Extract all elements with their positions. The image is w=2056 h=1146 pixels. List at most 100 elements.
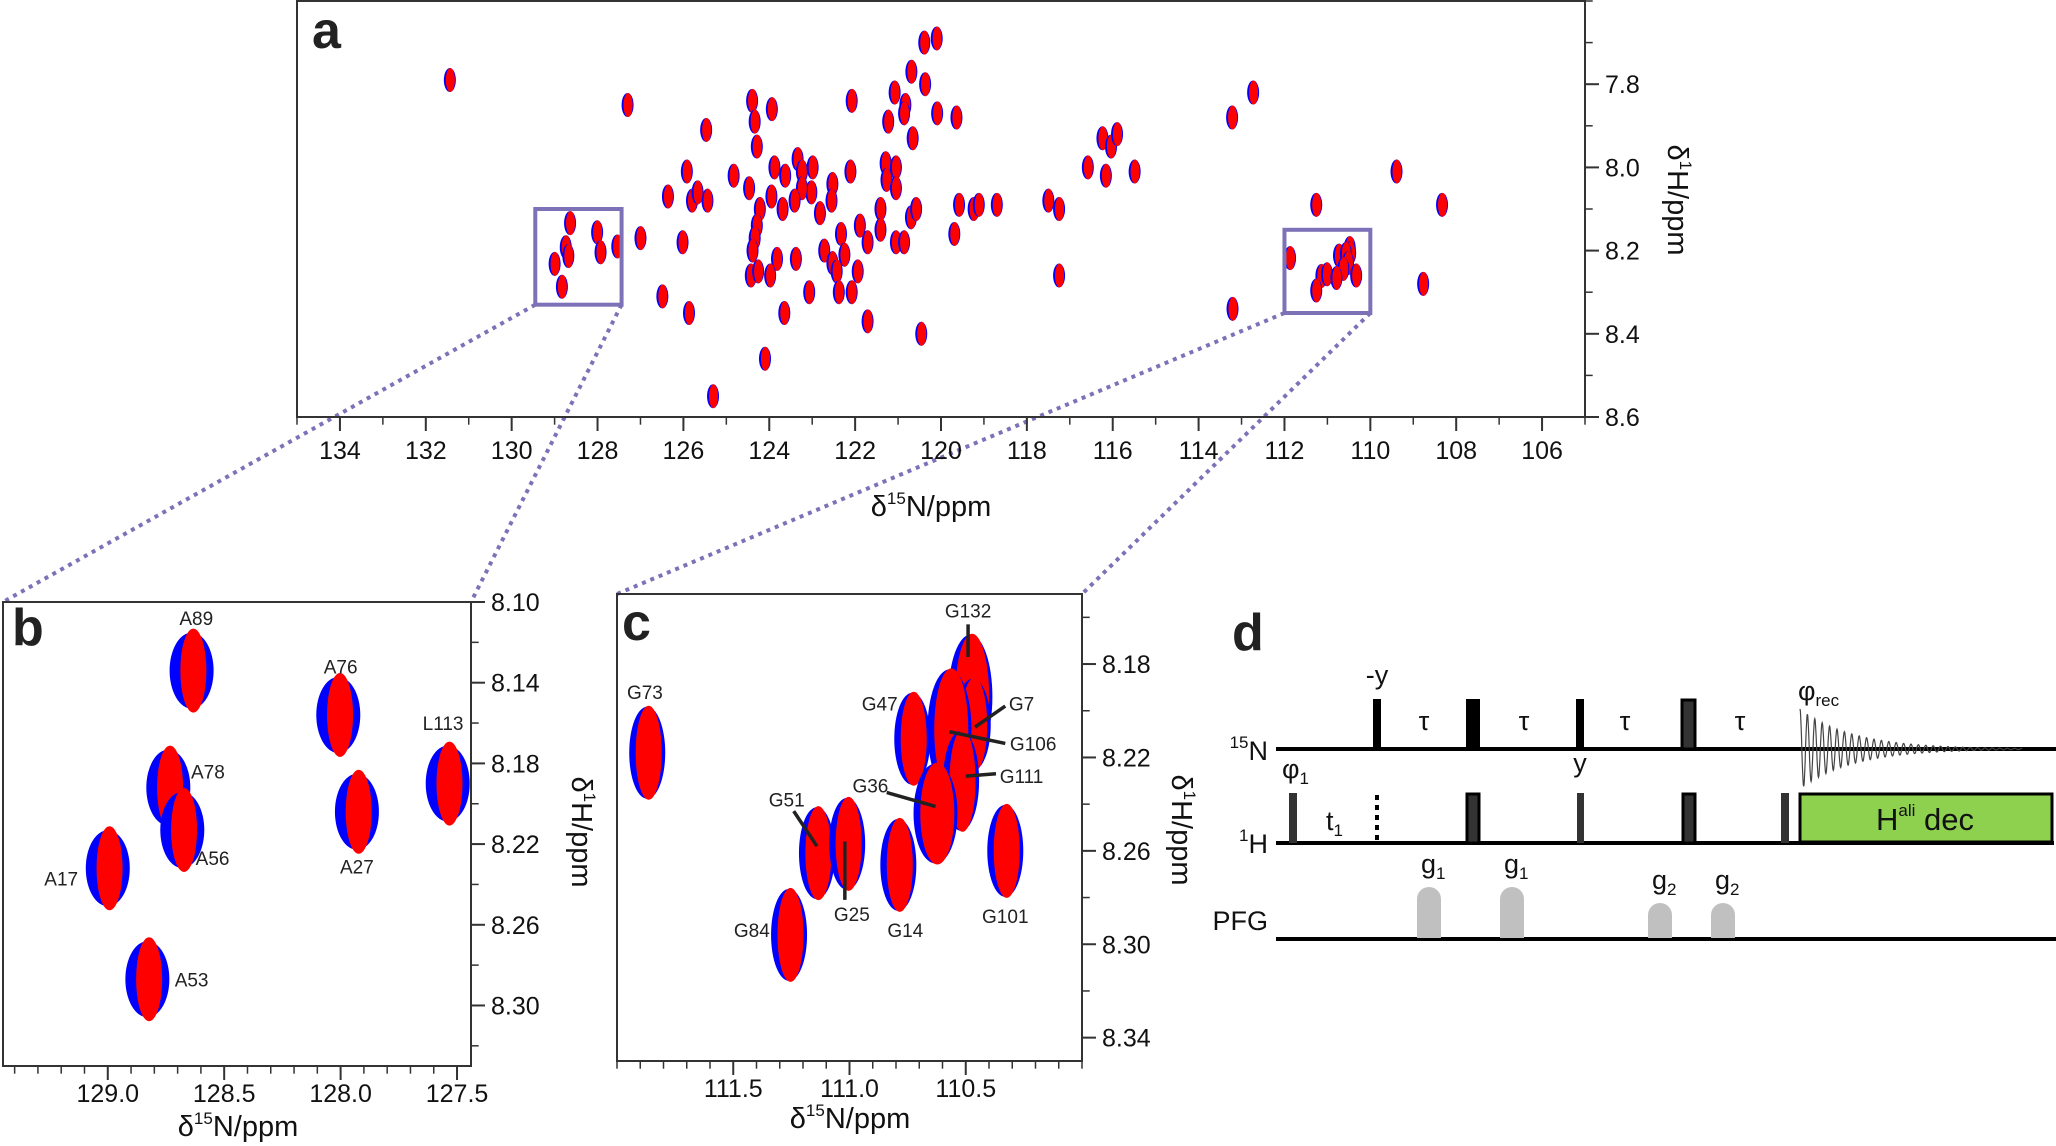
peak bbox=[700, 117, 713, 142]
peak-contour-red bbox=[1322, 262, 1332, 287]
peak-contour-red bbox=[835, 796, 862, 891]
peak bbox=[555, 274, 568, 299]
panel-a-x-tick-label: 108 bbox=[1435, 437, 1477, 465]
peak bbox=[825, 188, 838, 213]
peak bbox=[838, 242, 851, 267]
peak bbox=[880, 167, 893, 192]
peak-contour-red bbox=[974, 192, 984, 217]
h1-180-pulse bbox=[1681, 792, 1697, 845]
peak-contour-red bbox=[847, 88, 857, 113]
peak-contour-red bbox=[760, 346, 770, 371]
peak bbox=[1310, 278, 1323, 303]
peak-label: G14 bbox=[887, 921, 923, 942]
peak-contour-red bbox=[834, 280, 844, 305]
peak-contour-red bbox=[992, 192, 1002, 217]
peak-label: G47 bbox=[862, 695, 898, 716]
peak bbox=[1128, 159, 1141, 184]
peak bbox=[765, 184, 778, 209]
peak-A27 bbox=[334, 769, 379, 854]
peak-contour-red bbox=[596, 240, 606, 265]
peak bbox=[830, 259, 843, 284]
peak-contour-red bbox=[684, 301, 694, 325]
peak bbox=[752, 259, 765, 284]
panel-b-y-tick-label: 8.18 bbox=[491, 750, 540, 778]
peak-contour-red bbox=[840, 242, 850, 267]
peak-G47 bbox=[894, 691, 931, 786]
peak-contour-red bbox=[593, 220, 603, 245]
panel-c-x-tick-label: 111.5 bbox=[704, 1075, 763, 1103]
peak-contour-red bbox=[952, 105, 962, 130]
peak bbox=[788, 188, 801, 213]
panel-a-x-tick-label: 116 bbox=[1093, 437, 1133, 465]
panel-a-y-tick-label: 8.0 bbox=[1605, 154, 1640, 182]
peak-contour-red bbox=[702, 117, 712, 142]
peak bbox=[990, 192, 1003, 217]
panel-d-pulse-sequence: d 15N 1H PFG -y τ τ τ τ φrec Hali dec φ1… bbox=[1212, 604, 2056, 941]
peak-contour-red bbox=[748, 238, 758, 263]
peak bbox=[1284, 246, 1297, 271]
panel-label-d: d bbox=[1232, 604, 1264, 662]
gradient-pulse bbox=[1711, 903, 1735, 938]
h1-180-pulse bbox=[1465, 792, 1481, 845]
peak-contour-red bbox=[623, 93, 633, 117]
peak bbox=[682, 301, 695, 325]
peak-contour-red bbox=[767, 184, 777, 209]
peak bbox=[889, 155, 902, 180]
peak-label: G101 bbox=[982, 907, 1028, 928]
peak-contour-red bbox=[693, 180, 703, 205]
peak-contour-red bbox=[663, 184, 673, 209]
panel-a-x-tick-label: 110 bbox=[1350, 437, 1390, 465]
peak-contour-red bbox=[557, 274, 567, 299]
peak bbox=[813, 201, 826, 226]
peak-label: G51 bbox=[769, 790, 805, 811]
peak bbox=[889, 176, 902, 201]
peak bbox=[727, 163, 740, 188]
panel-a-x-tick-label: 118 bbox=[1007, 437, 1047, 465]
panel-a-y-tick-label: 8.4 bbox=[1605, 321, 1640, 349]
peak-leader-line bbox=[965, 772, 997, 778]
peak-contour-red bbox=[767, 97, 777, 122]
peak bbox=[910, 197, 923, 221]
panel-b-y-tick-label: 8.26 bbox=[491, 912, 540, 940]
peak-contour-red bbox=[445, 68, 455, 93]
panel-a-x-tick-label: 134 bbox=[319, 437, 361, 465]
peak-label: A78 bbox=[191, 762, 225, 783]
gradient-label: g2 bbox=[1715, 865, 1740, 899]
peak-contour-red bbox=[853, 259, 863, 284]
peak-contour-red bbox=[766, 263, 776, 288]
peak bbox=[882, 109, 895, 134]
panel-b-x-tick-label: 129.0 bbox=[76, 1080, 139, 1108]
peak-contour-red bbox=[832, 259, 842, 284]
peak-contour-red bbox=[876, 217, 886, 242]
panel-label-c: c bbox=[622, 594, 651, 652]
peak bbox=[765, 97, 778, 122]
peak-contour-red bbox=[815, 201, 825, 226]
peak bbox=[676, 230, 689, 255]
peak-contour-red bbox=[1055, 197, 1065, 221]
peak-label: G132 bbox=[945, 601, 991, 622]
peak-contour-red bbox=[636, 226, 646, 251]
peak bbox=[1310, 192, 1323, 217]
panel-c-y-tick-label: 8.34 bbox=[1102, 1025, 1151, 1053]
peak-contour-red bbox=[908, 126, 918, 151]
peak-contour-red bbox=[820, 238, 830, 263]
peak-contour-red bbox=[882, 167, 892, 192]
panel-b-plot-frame bbox=[2, 601, 472, 1067]
tau-label: τ bbox=[1735, 706, 1746, 736]
peak-contour-red bbox=[791, 246, 801, 271]
peak-contour-red bbox=[1312, 192, 1322, 217]
peak-contour-red bbox=[1312, 278, 1322, 303]
peak bbox=[594, 240, 607, 265]
zoom-box-c bbox=[1282, 227, 1373, 315]
peak-G101 bbox=[987, 803, 1024, 898]
peak-contour-red bbox=[884, 109, 894, 134]
peak bbox=[770, 246, 783, 271]
peak-contour-red bbox=[863, 309, 873, 334]
peak bbox=[746, 88, 759, 113]
panel-b-x-axis-title: δ15N/ppm bbox=[178, 1109, 299, 1143]
peak-label: A17 bbox=[44, 869, 78, 890]
peak-G14 bbox=[880, 817, 917, 912]
peak bbox=[778, 301, 791, 325]
peak-contour-red bbox=[1101, 163, 1111, 188]
peak-contour-red bbox=[1055, 263, 1065, 288]
